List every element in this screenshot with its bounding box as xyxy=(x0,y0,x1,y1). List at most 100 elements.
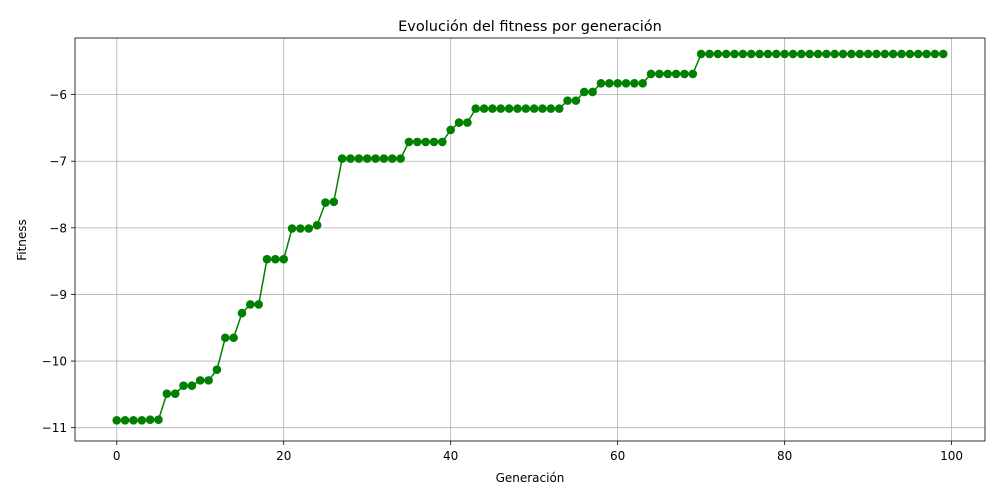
data-point xyxy=(463,118,472,127)
data-point xyxy=(304,224,314,233)
data-point xyxy=(204,376,213,385)
data-point xyxy=(680,69,689,79)
data-point xyxy=(646,69,656,79)
data-point xyxy=(354,154,364,163)
data-point xyxy=(329,197,339,207)
data-point xyxy=(488,104,497,113)
data-point xyxy=(195,376,205,385)
data-point xyxy=(563,96,572,105)
data-point xyxy=(387,154,397,163)
data-point xyxy=(822,49,831,59)
data-point xyxy=(888,49,898,59)
grid xyxy=(75,38,985,441)
data-point xyxy=(479,104,489,113)
data-point xyxy=(246,300,255,309)
axis-ticks: 0 20 40 60 80 100 −11 −10 −9 −8 −7 −6 xyxy=(42,88,963,463)
data-point xyxy=(863,49,873,59)
data-point xyxy=(696,49,706,59)
y-tick-label: −10 xyxy=(42,355,67,369)
data-point xyxy=(179,381,188,391)
data-point xyxy=(220,333,230,343)
data-point xyxy=(546,104,556,113)
data-point xyxy=(797,49,806,59)
data-point xyxy=(554,104,564,113)
data-point xyxy=(713,49,723,59)
data-point xyxy=(571,96,581,105)
data-point xyxy=(621,78,631,88)
x-axis-label: Generación xyxy=(496,471,565,485)
data-point xyxy=(880,49,890,59)
data-point xyxy=(496,104,506,113)
x-tick-label: 20 xyxy=(276,449,291,463)
y-tick-label: −7 xyxy=(49,155,67,169)
x-tick-label: 80 xyxy=(777,449,792,463)
data-point xyxy=(913,49,923,59)
data-point xyxy=(438,137,447,147)
x-tick-label: 40 xyxy=(443,449,458,463)
data-point xyxy=(922,49,931,59)
data-point xyxy=(396,154,405,163)
y-tick-label: −8 xyxy=(49,221,67,235)
data-point xyxy=(129,416,138,425)
data-point xyxy=(145,415,155,424)
data-point xyxy=(429,137,439,147)
data-point xyxy=(346,154,355,163)
data-point xyxy=(688,69,698,79)
data-point xyxy=(312,220,322,230)
data-point xyxy=(337,154,347,163)
data-point xyxy=(513,104,522,113)
data-point xyxy=(830,49,840,59)
data-point xyxy=(212,365,222,375)
plot-area-frame xyxy=(74,37,986,442)
data-point xyxy=(112,416,122,425)
data-point xyxy=(788,49,798,59)
data-point xyxy=(504,104,514,113)
data-point xyxy=(538,104,547,113)
data-point xyxy=(404,137,414,147)
x-tick-label: 60 xyxy=(610,449,625,463)
data-point xyxy=(755,49,764,59)
data-point xyxy=(371,154,380,163)
data-point xyxy=(596,78,606,88)
data-point xyxy=(454,118,464,127)
data-point xyxy=(671,69,681,79)
data-point xyxy=(229,333,238,343)
data-point xyxy=(362,154,372,163)
data-point xyxy=(379,154,389,163)
y-tick-label: −9 xyxy=(49,288,67,302)
x-tick-label: 0 xyxy=(113,449,121,463)
data-point xyxy=(813,49,823,59)
data-point xyxy=(872,49,881,59)
data-point xyxy=(930,49,940,59)
data-point xyxy=(730,49,739,59)
data-point xyxy=(271,254,280,264)
data-point xyxy=(521,104,531,113)
data-point xyxy=(162,389,172,399)
data-point xyxy=(638,78,648,88)
data-point xyxy=(471,104,481,113)
data-point xyxy=(321,198,330,207)
data-point xyxy=(763,49,773,59)
data-point xyxy=(529,104,539,113)
data-point xyxy=(630,78,639,88)
data-point xyxy=(446,125,455,135)
data-point xyxy=(605,78,614,88)
y-axis-label: Fitness xyxy=(15,219,29,261)
series-fitness xyxy=(112,49,948,425)
data-point xyxy=(738,49,748,59)
data-point xyxy=(938,49,948,59)
data-point xyxy=(705,49,714,59)
data-point xyxy=(855,49,865,59)
chart-title: Evolución del fitness por generación xyxy=(398,19,662,35)
data-point xyxy=(579,87,589,97)
data-point xyxy=(154,415,163,424)
data-point xyxy=(287,224,297,233)
data-point xyxy=(655,69,664,79)
data-point xyxy=(721,49,731,59)
data-point xyxy=(613,78,622,88)
data-point xyxy=(187,381,197,391)
data-point xyxy=(412,137,422,147)
data-point xyxy=(838,49,848,59)
data-point xyxy=(847,49,856,59)
